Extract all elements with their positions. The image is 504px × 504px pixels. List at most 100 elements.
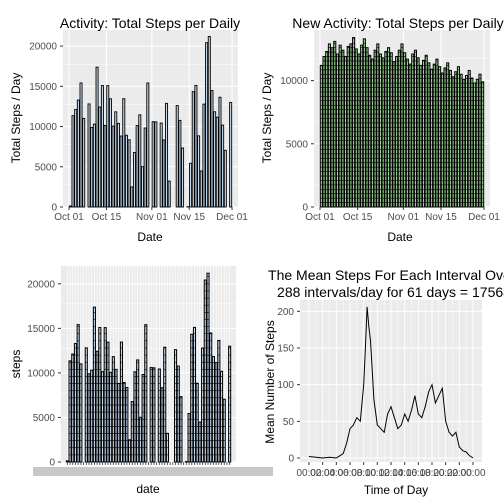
bar [203,279,207,463]
bar [181,147,185,208]
y-tick-label: 10000 [280,76,308,87]
y-tick-label: 10000 [29,122,57,133]
x-tick-label: 20:00 [433,468,458,479]
x-tick-label: 00:00 [296,468,321,479]
y-tick-label: 50 [283,417,295,428]
bar [95,350,99,463]
x-axis-label: Time of Day [364,483,428,497]
x-tick-label: 06:00 [337,468,362,479]
bar [341,49,345,208]
bar [408,63,412,208]
bar [132,152,136,208]
x-tick-labels-overlapping [33,467,273,476]
bar [228,345,232,463]
bar [432,63,436,208]
bar [65,460,69,463]
bar [349,43,353,208]
y-tick-label: 0 [51,203,57,214]
bar [144,324,148,463]
bar [178,119,182,208]
bar [424,54,428,208]
bar [376,43,380,208]
y-tick-label: 0 [288,454,294,465]
bar [456,66,461,208]
bar [213,111,217,208]
y-axis-label: Total Steps / Day [260,73,274,164]
bar [146,82,150,208]
bar [207,36,211,208]
x-tick-label: Dec 01 [216,212,248,223]
bar [128,439,132,463]
bar [411,53,415,208]
bar [173,349,178,463]
bar [435,58,439,208]
chart-new-activity-total-steps: 0 5000 10000 Oct 01 Oct 15 Nov 01 Nov 15 Dec 0… [260,15,504,244]
bar [403,52,407,208]
x-tick-label: 08:00 [351,468,376,479]
bar [443,67,447,208]
bar [327,43,331,208]
bar [114,368,118,463]
bar [160,387,164,463]
y-tick-label: 5000 [286,139,309,150]
bar [127,139,131,208]
bar [136,359,140,463]
bar [130,186,134,208]
y-tick-label: 20000 [27,279,55,290]
x-tick-label: Nov 01 [136,212,168,223]
x-tick-label: Dec 01 [468,212,500,223]
bar [221,124,225,208]
x-tick-label: 22:00 [447,468,472,479]
bar [384,50,388,208]
bar [111,356,115,463]
bar [95,66,99,208]
bar [192,326,197,463]
bar [68,360,72,463]
bar [360,44,364,208]
bar [209,332,213,463]
bar [130,401,134,463]
bar [438,66,442,208]
bar [405,58,409,208]
x-tick-label: Nov 15 [173,212,205,223]
bar [338,44,342,208]
bar [76,324,80,463]
bar [117,382,121,463]
bar [373,49,377,208]
bar [92,306,96,463]
y-tick-label: 0 [49,458,55,469]
x-tick-label: 10:00 [365,468,390,479]
x-tick-labels [33,462,273,476]
bar [87,103,91,208]
bar [100,85,104,208]
y-axis-label: Mean Number of Steps [263,320,277,443]
grid-lines [300,300,482,462]
bar [92,123,96,208]
bar [162,139,166,208]
x-tick-labels: Oct 01 Oct 15 Nov 01 Nov 15 Dec 01 [54,207,248,223]
bar [481,81,485,208]
bar [215,116,219,208]
bar [154,121,158,208]
bar [416,57,420,208]
bar [389,52,393,208]
x-axis-label: Date [137,230,163,244]
y-tick-labels: 0 5000 10000 [280,76,314,214]
y-tick-label: 0 [302,203,308,214]
bar [71,353,75,463]
x-axis-label: date [136,482,160,496]
bar [195,382,199,463]
bar [73,343,78,463]
bar [210,90,214,208]
x-tick-labels: 00:0002:0004:0006:0008:0010:0012:0014:00… [296,462,486,479]
x-tick-label: 14:00 [392,468,417,479]
bar [211,356,215,463]
bar [400,43,404,208]
bar [157,368,161,463]
bar [90,126,94,208]
bar [124,134,128,208]
bar [138,416,142,463]
bar [119,341,124,463]
x-tick-label: Oct 15 [92,212,122,223]
